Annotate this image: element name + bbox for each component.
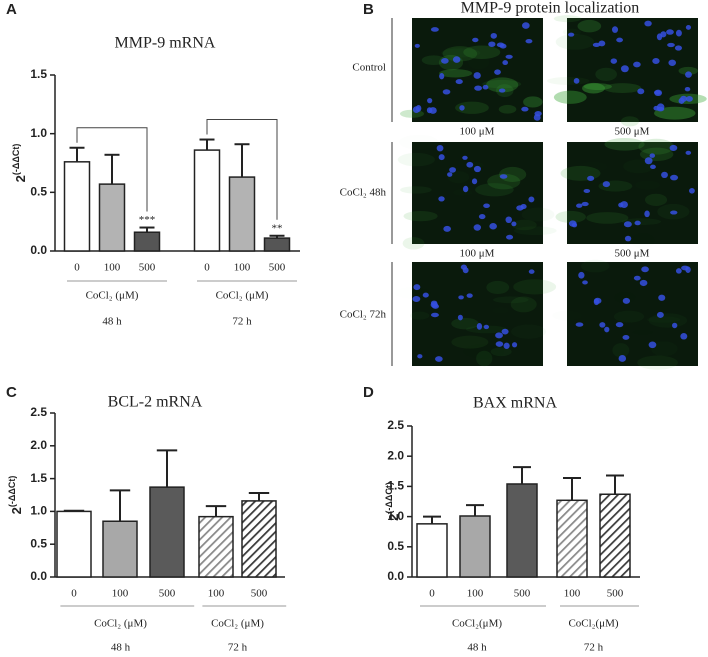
x-tick-label: 500 [159, 588, 176, 600]
x-tick-label: 500 [139, 262, 156, 274]
group-time: 48 h [111, 642, 131, 654]
y-tick-label: 2.5 [387, 418, 404, 432]
significance: *** [139, 214, 156, 226]
group-axis-label: CoCl₂ (μM) [94, 618, 147, 630]
y-tick-label: 0.5 [387, 539, 404, 553]
x-tick-label: 0 [204, 262, 210, 274]
y-tick-label: 1.5 [30, 471, 47, 485]
x-tick-label: 500 [269, 262, 286, 274]
bar [133, 231, 161, 252]
group-time: 72 h [232, 316, 252, 328]
y-tick-label: 1.0 [30, 504, 47, 518]
bar [198, 515, 234, 578]
row-label: Control [352, 62, 386, 74]
chart-title: BCL-2 mRNA [108, 394, 203, 411]
group-axis-label: CoCl₂(μM) [452, 618, 502, 630]
panel-letter: D [363, 384, 374, 401]
y-label-superscript: (-ΔΔCt) [7, 476, 17, 507]
column-label: 500 μM [615, 126, 650, 138]
bar [263, 237, 291, 252]
y-tick-label: 1.5 [30, 67, 47, 81]
bar [98, 183, 126, 252]
group-time: 48 h [467, 642, 487, 654]
y-tick-label: 0.0 [30, 243, 47, 257]
row-label: CoCl₂ 72h [340, 309, 387, 321]
chart-title: BAX mRNA [473, 395, 557, 412]
y-tick-label: 1.5 [387, 479, 404, 493]
column-label: 100 μM [460, 248, 495, 260]
group-axis-label: CoCl₂ (μM) [211, 618, 264, 630]
column-label: 500 μM [615, 248, 650, 260]
bar [63, 161, 91, 252]
x-tick-label: 100 [112, 588, 129, 600]
y-label-superscript: (-ΔΔCt) [11, 144, 21, 175]
micrograph [567, 142, 698, 244]
group-axis-label: CoCl₂ (μM) [86, 290, 139, 302]
x-tick-label: 500 [607, 588, 624, 600]
y-tick-label: 2.5 [30, 405, 47, 419]
row-label: CoCl₂ 48h [340, 187, 387, 199]
bar [149, 486, 185, 578]
x-tick-label: 500 [251, 588, 268, 600]
bar [56, 510, 92, 578]
x-tick-label: 100 [467, 588, 484, 600]
panel-letter: B [363, 1, 374, 18]
panel-title: MMP-9 protein localization [461, 0, 640, 17]
x-tick-label: 100 [208, 588, 225, 600]
y-tick-label: 2.0 [387, 448, 404, 462]
chart-title: MMP-9 mRNA [115, 35, 216, 52]
column-label: 100 μM [460, 126, 495, 138]
micrograph [412, 18, 543, 122]
bar [416, 523, 448, 578]
panel-letter: A [6, 1, 17, 18]
y-label-superscript: (-ΔΔCt) [384, 482, 394, 513]
group-time: 72 h [584, 642, 604, 654]
x-tick-label: 100 [564, 588, 581, 600]
x-tick-label: 0 [429, 588, 435, 600]
bar [102, 520, 138, 578]
y-axis-label: 2(-ΔΔCt) [11, 144, 28, 183]
y-axis-label: 2(-ΔΔCt) [7, 476, 24, 515]
group-axis-label: CoCl₂(μM) [568, 618, 618, 630]
micrograph [567, 262, 698, 366]
micrograph [567, 18, 698, 122]
y-label-base: 2 [386, 514, 401, 521]
micrographs [397, 15, 707, 370]
bar [556, 499, 588, 578]
x-tick-label: 0 [74, 262, 80, 274]
bar [228, 176, 256, 252]
y-tick-label: 0.0 [387, 569, 404, 583]
bar [241, 500, 277, 578]
y-tick-label: 0.5 [30, 185, 47, 199]
x-tick-label: 0 [71, 588, 77, 600]
bar [599, 493, 631, 578]
y-label-base: 2 [13, 175, 28, 182]
y-tick-label: 1.0 [387, 509, 404, 523]
bar [506, 483, 538, 578]
y-label-base: 2 [9, 507, 24, 514]
bracket [206, 119, 278, 220]
x-tick-label: 100 [104, 262, 121, 274]
panel-letter: C [6, 384, 17, 401]
y-tick-label: 0.0 [30, 569, 47, 583]
significance: ** [272, 222, 283, 234]
y-tick-label: 0.5 [30, 536, 47, 550]
group-time: 48 h [102, 316, 122, 328]
bracket [76, 127, 148, 212]
y-tick-label: 2.0 [30, 438, 47, 452]
bar [459, 515, 491, 578]
y-tick-label: 1.0 [30, 126, 47, 140]
group-time: 72 h [228, 642, 248, 654]
x-tick-label: 500 [514, 588, 531, 600]
y-axis-label: 2(-ΔΔCt) [384, 482, 401, 521]
group-axis-label: CoCl₂ (μM) [216, 290, 269, 302]
bar [193, 149, 221, 252]
x-tick-label: 100 [234, 262, 251, 274]
